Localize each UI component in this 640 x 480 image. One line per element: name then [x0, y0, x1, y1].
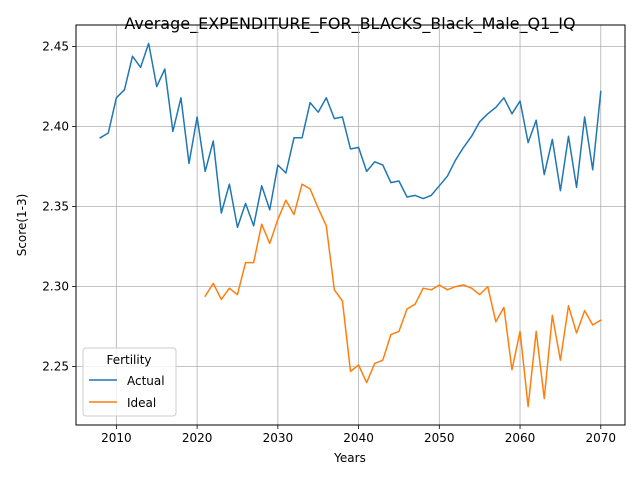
legend-label-ideal: Ideal: [127, 396, 156, 410]
x-tick-label: 2030: [263, 431, 294, 445]
ticks: 2010 2020 2030 2040 2050 2060 2070 2.25 2.30 2.35…: [42, 40, 616, 445]
y-axis-label: Score(1-3): [15, 194, 29, 257]
x-tick-label: 2070: [586, 431, 617, 445]
y-tick-label: 2.40: [42, 120, 69, 134]
y-tick-label: 2.30: [42, 280, 69, 294]
x-tick-label: 2050: [424, 431, 455, 445]
chart-title: Average_EXPENDITURE_FOR_BLACKS_Black_Mal…: [124, 14, 575, 34]
grid: [76, 25, 625, 425]
x-tick-label: 2060: [505, 431, 536, 445]
legend-title: Fertility: [106, 353, 151, 367]
plot-frame: [75, 24, 626, 426]
y-tick-label: 2.35: [42, 200, 69, 214]
x-axis-label: Years: [333, 451, 366, 465]
x-tick-label: 2010: [101, 431, 132, 445]
y-tick-label: 2.45: [42, 40, 69, 54]
series-line-actual: [99, 42, 602, 229]
legend-label-actual: Actual: [127, 374, 165, 388]
legend-box: [82, 347, 177, 417]
y-tick-label: 2.25: [42, 360, 69, 374]
x-tick-label: 2040: [343, 431, 374, 445]
series-line-ideal: [204, 183, 602, 408]
x-tick-label: 2020: [182, 431, 213, 445]
legend: Fertility Actual Ideal: [82, 347, 177, 417]
series-layer: [99, 42, 602, 408]
